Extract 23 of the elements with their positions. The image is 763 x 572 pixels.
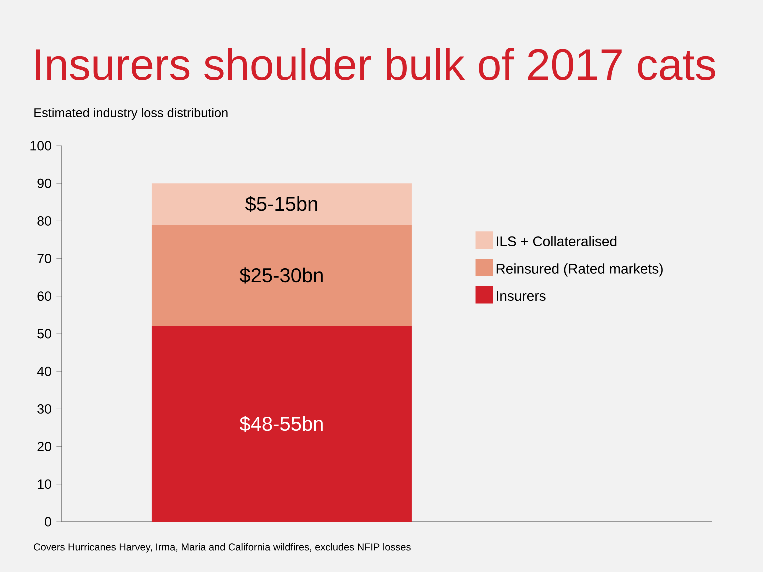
y-tick-label: 10 (38, 480, 52, 490)
y-tick-label: 50 (38, 329, 52, 339)
legend-label: Reinsured (Rated markets) (496, 264, 663, 277)
data-label: $48-55bn (240, 416, 323, 432)
y-tick-label: 20 (38, 442, 52, 452)
bar (152, 326, 412, 522)
legend-label: ILS + Collateralised (497, 236, 617, 247)
y-tick-label: 80 (38, 216, 52, 226)
y-tick-label: 100 (30, 141, 52, 151)
chart-title: Insurers shoulder bulk of 2017 cats (36, 48, 716, 80)
chart-subtitle: Estimated industry loss distribution (34, 108, 228, 120)
data-label: $5-15bn (245, 196, 318, 212)
bar (152, 184, 412, 225)
y-tick-label: 40 (37, 366, 52, 376)
y-tick-label: 70 (38, 254, 52, 264)
text: Covers Hurricanes Harvey, Irma, Maria and California wildfires, excludes NFIP losses (34, 543, 411, 553)
legend-label: Insurers (497, 291, 546, 302)
y-tick-label: 0 (45, 517, 52, 527)
bar (152, 224, 412, 326)
y-tick-label: 60 (38, 292, 52, 302)
data-label: $25-30bn (240, 268, 323, 284)
y-tick-label: 90 (38, 178, 52, 188)
y-tick-label: 30 (38, 404, 52, 414)
